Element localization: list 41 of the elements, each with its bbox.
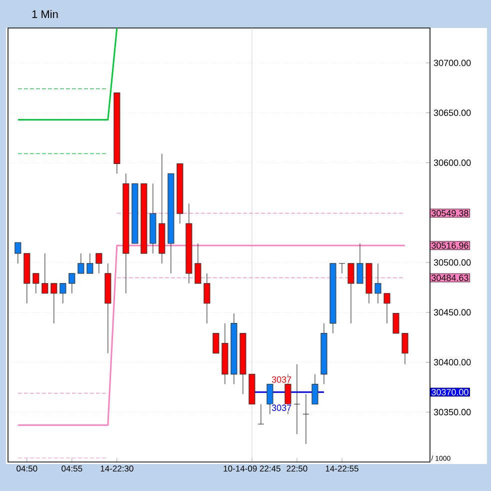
candlestick [402, 332, 408, 365]
y-tick-label: 30400.00 [434, 359, 471, 366]
y-tick-label: 30700.00 [434, 60, 471, 66]
candlestick [68, 273, 76, 294]
candlestick [194, 243, 202, 284]
x-tick-label: 14-22:55 [326, 466, 358, 472]
annotation: 3037 [272, 404, 292, 411]
candlestick [14, 242, 22, 264]
x-tick-label: 04:55 [62, 466, 82, 472]
text: 30484.63 [432, 274, 468, 281]
y-tick-label: 30450.00 [434, 309, 471, 316]
y-tick-label: 30500.00 [434, 259, 471, 266]
x-tick-label: 04:50 [16, 466, 38, 472]
candlestick [60, 283, 66, 304]
candlestick [96, 253, 102, 274]
candlestick [204, 273, 210, 324]
text: 30516.96 [432, 242, 468, 249]
candlestick [86, 253, 94, 274]
text: 30370.00 [432, 388, 468, 396]
text: 30549.38 [432, 210, 468, 216]
chart-title: 1 Min [32, 10, 58, 18]
y-tick-label: 30650.00 [434, 110, 471, 116]
candlestick [32, 273, 40, 294]
candlestick [348, 263, 354, 324]
candlestick [78, 253, 84, 274]
x-tick-label: 14-22:30 [100, 466, 134, 472]
candlestick [266, 384, 274, 414]
candlestick [392, 313, 400, 334]
x-tick-label: 22:50 [286, 466, 308, 472]
candlestick [374, 263, 382, 304]
candlestick [338, 263, 346, 274]
candlestick [50, 283, 58, 324]
y-tick-label: 30350.00 [434, 408, 471, 416]
candlestick [212, 332, 220, 354]
candlestick [356, 243, 364, 284]
annotation: 3037 [272, 376, 292, 383]
candlestick [384, 293, 390, 324]
x-tick-label: 10-14-09 22:45 [224, 466, 280, 472]
candlestick [312, 374, 318, 404]
y-tick-label: 30600.00 [434, 160, 471, 166]
candlestick [42, 253, 48, 294]
